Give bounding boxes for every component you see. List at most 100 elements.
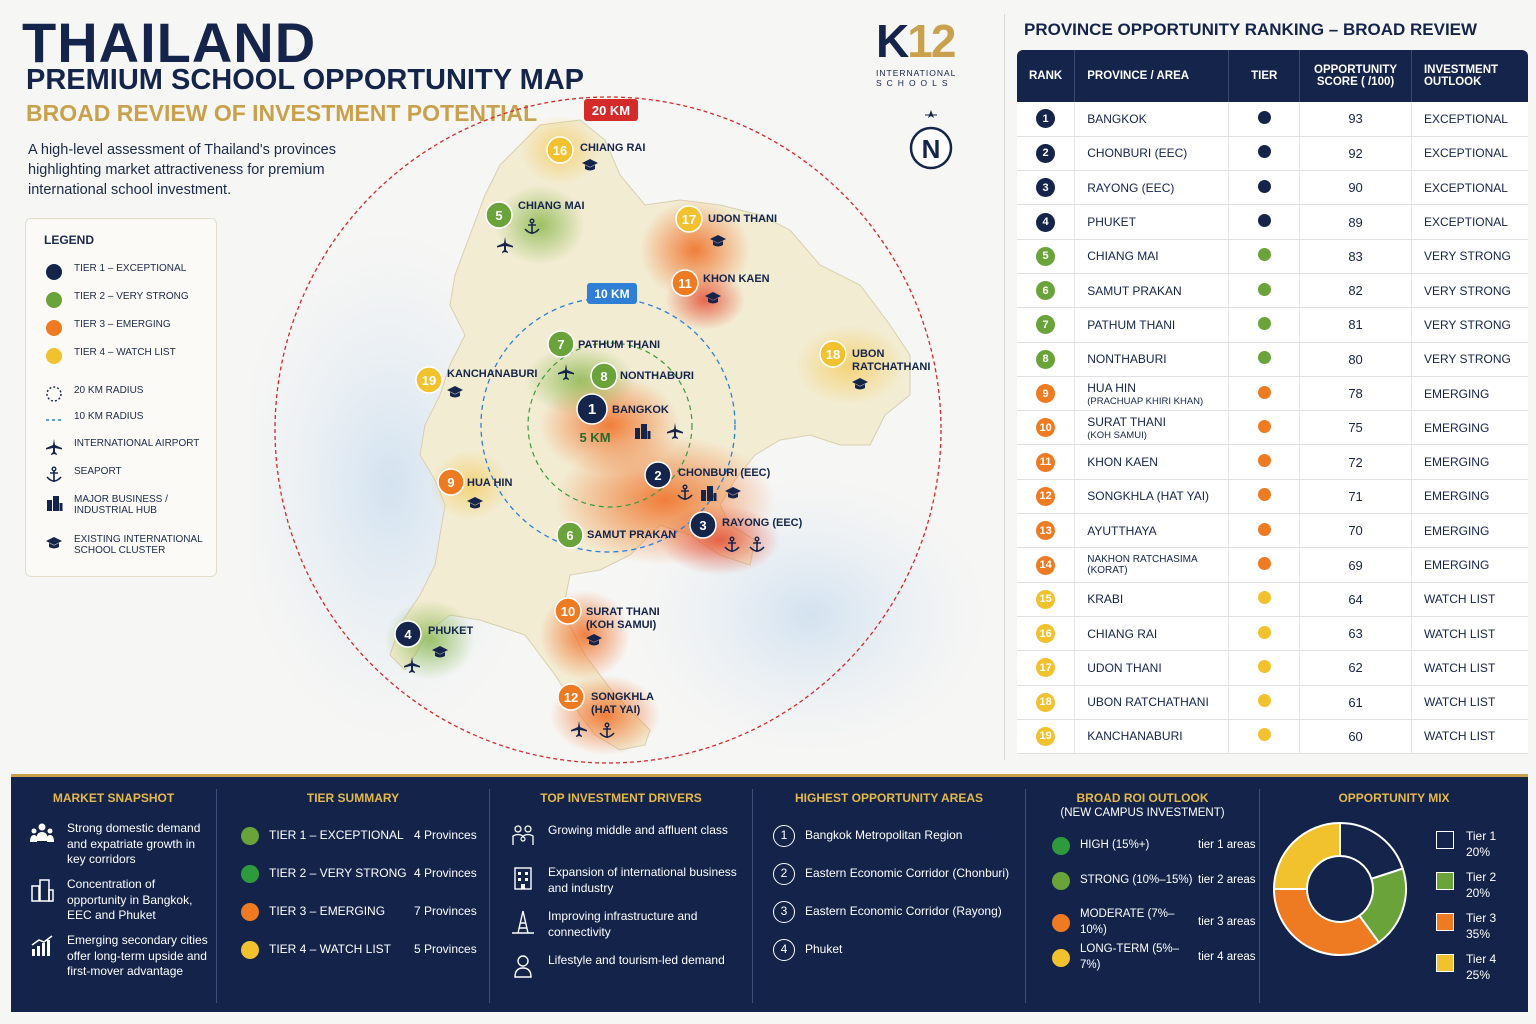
tier-dot	[1257, 214, 1271, 228]
marker-rank: 18	[826, 347, 840, 362]
rank-badge: 2	[1036, 143, 1056, 163]
vertical-divider	[1004, 14, 1005, 760]
score-cell: 80	[1299, 342, 1412, 377]
tier-dot	[1257, 488, 1271, 502]
graduation-cap-icon	[432, 646, 448, 658]
marker-badge	[689, 511, 717, 539]
intro-text: A high-level assessment of Thailand's pr…	[28, 142, 336, 198]
table-row: 11 KHON KAEN 72 EMERGING	[1017, 444, 1528, 480]
marker-label: CHIANG MAI	[518, 200, 585, 212]
family-icon	[512, 825, 534, 845]
legend-value: 20%	[1466, 885, 1491, 900]
tier-cell	[1228, 616, 1301, 652]
orange-dot-icon	[46, 320, 62, 336]
marker-rank: 4	[404, 627, 412, 642]
map-marker[interactable]: 8 NONTHABURI	[590, 362, 694, 390]
map-marker[interactable]: 7 PATHUM THANI	[547, 330, 660, 380]
legend-item-seaport: SEAPORT	[44, 466, 122, 484]
marker-label: HUA HIN	[467, 477, 512, 489]
marker-badge	[554, 597, 582, 625]
map-marker[interactable]: 3 RAYONG (EEC)	[689, 511, 803, 552]
anchor-icon	[524, 218, 540, 234]
radius-10km-badge	[587, 283, 637, 304]
province-cell: SAMUT PRAKAN	[1074, 273, 1230, 309]
map-marker[interactable]: 10 SURAT THANI(KOH SAMUI)	[554, 597, 660, 646]
legend-item-school-cluster: EXISTING INTERNATIONAL SCHOOL CLUSTER	[44, 534, 214, 556]
map-marker[interactable]: 17 UDON THANI	[675, 205, 777, 247]
green-dot-icon	[46, 292, 62, 308]
map-marker[interactable]: 9 HUA HIN	[437, 468, 512, 509]
map-marker[interactable]: 12 SONGKHLA(HAT YAI)	[557, 683, 654, 738]
tier-cell	[1228, 239, 1301, 274]
map-marker[interactable]: 2 CHONBURI (EEC)	[644, 461, 771, 501]
roi-dot	[1052, 913, 1070, 932]
rank-cell: 7	[1017, 307, 1076, 343]
marker-label: NONTHABURI	[620, 370, 694, 382]
highest-opportunity-areas: HIGHEST OPPORTUNITY AREAS 1 Bangkok Metro…	[753, 777, 1025, 1015]
airplane-icon	[571, 721, 587, 737]
province-cell: PHUKET	[1074, 204, 1230, 240]
map-marker[interactable]: 16 CHIANG RAI	[546, 136, 645, 171]
rank-badge: 18	[1036, 692, 1056, 712]
tier-dot	[1257, 316, 1271, 330]
legend-swatch	[1436, 954, 1454, 972]
marker-rank: 3	[699, 518, 706, 533]
rank-badge: 8	[1036, 349, 1056, 369]
legend-title: LEGEND	[44, 233, 95, 247]
tier-cell	[1228, 479, 1301, 515]
opportunity-area-item: 2 Eastern Economic Corridor (Chonburi)	[773, 863, 1018, 885]
rank-badge: 10	[1036, 418, 1056, 438]
marker-rank: 11	[678, 276, 692, 291]
map-marker[interactable]: 5 CHIANG MAI	[485, 200, 585, 253]
outlook-cell: EMERGING	[1411, 410, 1528, 446]
driver-item: Lifestyle and tourism-led demand	[510, 953, 745, 979]
map-marker[interactable]: 19 KANCHANABURI	[415, 366, 537, 398]
marker-label: KHON KAEN	[703, 273, 770, 285]
marker-rank: 19	[422, 373, 436, 388]
area-number: 3	[773, 901, 795, 923]
map-marker[interactable]: 4 PHUKET	[394, 620, 474, 673]
rank-cell: 17	[1017, 650, 1076, 686]
marker-label: UDON THANI	[708, 213, 777, 225]
rank-cell: 13	[1017, 513, 1076, 549]
province-cell: SURAT THANI (KOH SAMUI)	[1074, 410, 1230, 446]
rank-badge: 19	[1036, 726, 1056, 746]
tier-cell	[1228, 342, 1301, 377]
map-marker[interactable]: 6 SAMUT PRAKAN	[556, 521, 676, 549]
rank-cell: 1	[1017, 102, 1076, 137]
marker-badge	[415, 366, 443, 394]
graduation-cap-icon	[582, 159, 598, 171]
map-marker[interactable]: 11 KHON KAEN	[671, 269, 770, 304]
table-row: 2 CHONBURI (EEC) 92 EXCEPTIONAL	[1017, 136, 1528, 172]
ranking-title: PROVINCE OPPORTUNITY RANKING – BROAD REV…	[1024, 20, 1478, 39]
donut-legend-item: Tier 3 35%	[1436, 911, 1526, 942]
legend-item-airport: INTERNATIONAL AIRPORT	[44, 438, 199, 456]
rank-badge: 14	[1036, 555, 1056, 575]
map-marker[interactable]: 1 BANGKOK	[576, 393, 683, 439]
heat-huahin	[430, 450, 510, 520]
marker-label: RAYONG (EEC)	[722, 517, 803, 529]
anchor-icon	[599, 722, 615, 738]
legend-label: Tier 2	[1466, 870, 1497, 884]
page-subtitle: PREMIUM SCHOOL OPPORTUNITY MAP	[26, 64, 585, 96]
airplane-icon	[497, 237, 513, 253]
score-cell: 61	[1299, 685, 1412, 720]
outlook-cell: VERY STRONG	[1411, 239, 1528, 274]
tier-dot	[1257, 145, 1271, 159]
table-row: 14 NAKHON RATCHASIMA (KORAT) 69 EMERGING	[1017, 547, 1528, 583]
heat-ubon	[795, 325, 905, 405]
tier-cell	[1228, 170, 1301, 206]
roi-dot	[1052, 948, 1070, 967]
tier-dot	[1257, 351, 1271, 365]
graduation-cap-icon	[586, 634, 602, 646]
tier-cell	[1228, 136, 1301, 172]
marker-label: BANGKOK	[612, 404, 669, 416]
rank-badge: 17	[1036, 658, 1056, 678]
outlook-cell: EMERGING	[1411, 479, 1528, 515]
table-row: 12 SONGKHLA (HAT YAI) 71 EMERGING	[1017, 479, 1528, 515]
graduation-cap-icon	[725, 487, 741, 499]
outlook-cell: WATCH LIST	[1411, 719, 1528, 755]
donut-legend-item: Tier 4 25%	[1436, 952, 1526, 983]
heat-chiangmai	[495, 185, 585, 265]
